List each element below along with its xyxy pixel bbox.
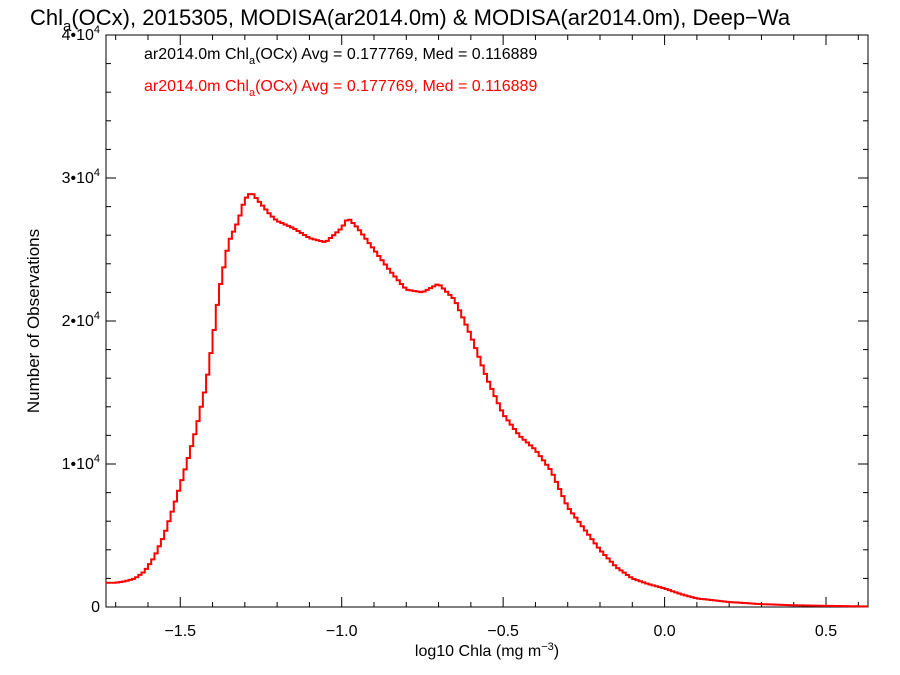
legend-entry-black: ar2014.0m Chla(OCx) Avg = 0.177769, Med … xyxy=(144,46,537,67)
chart-title: Chla(OCx), 2015305, MODISA(ar2014.0m) & … xyxy=(30,5,791,35)
x-tick-label: 0.5 xyxy=(815,623,837,640)
plot-frame xyxy=(105,34,869,608)
y-tick-label: 3•104 xyxy=(62,167,100,187)
y-tick-label: 1•104 xyxy=(62,453,100,473)
y-axis-label: Number of Observations xyxy=(24,229,43,413)
histogram-series-line xyxy=(106,193,868,608)
y-tick-label: 2•104 xyxy=(62,310,100,330)
x-tick-label: −1.0 xyxy=(326,623,358,640)
x-axis-ticks: −1.5 −1.0 −0.5 0.0 0.5 xyxy=(115,35,859,640)
x-tick-label: −0.5 xyxy=(487,623,519,640)
y-tick-label: 0 xyxy=(91,599,100,616)
x-tick-label: 0.0 xyxy=(653,623,675,640)
x-axis-label: log10 Chla (mg m−3) xyxy=(415,641,559,660)
y-axis-ticks: 0 1•104 2•104 3•104 4•104 xyxy=(62,24,868,616)
x-tick-label: −1.5 xyxy=(164,623,196,640)
y-tick-label: 4•104 xyxy=(62,24,100,44)
legend-entry-red: ar2014.0m Chla(OCx) Avg = 0.177769, Med … xyxy=(144,78,537,99)
